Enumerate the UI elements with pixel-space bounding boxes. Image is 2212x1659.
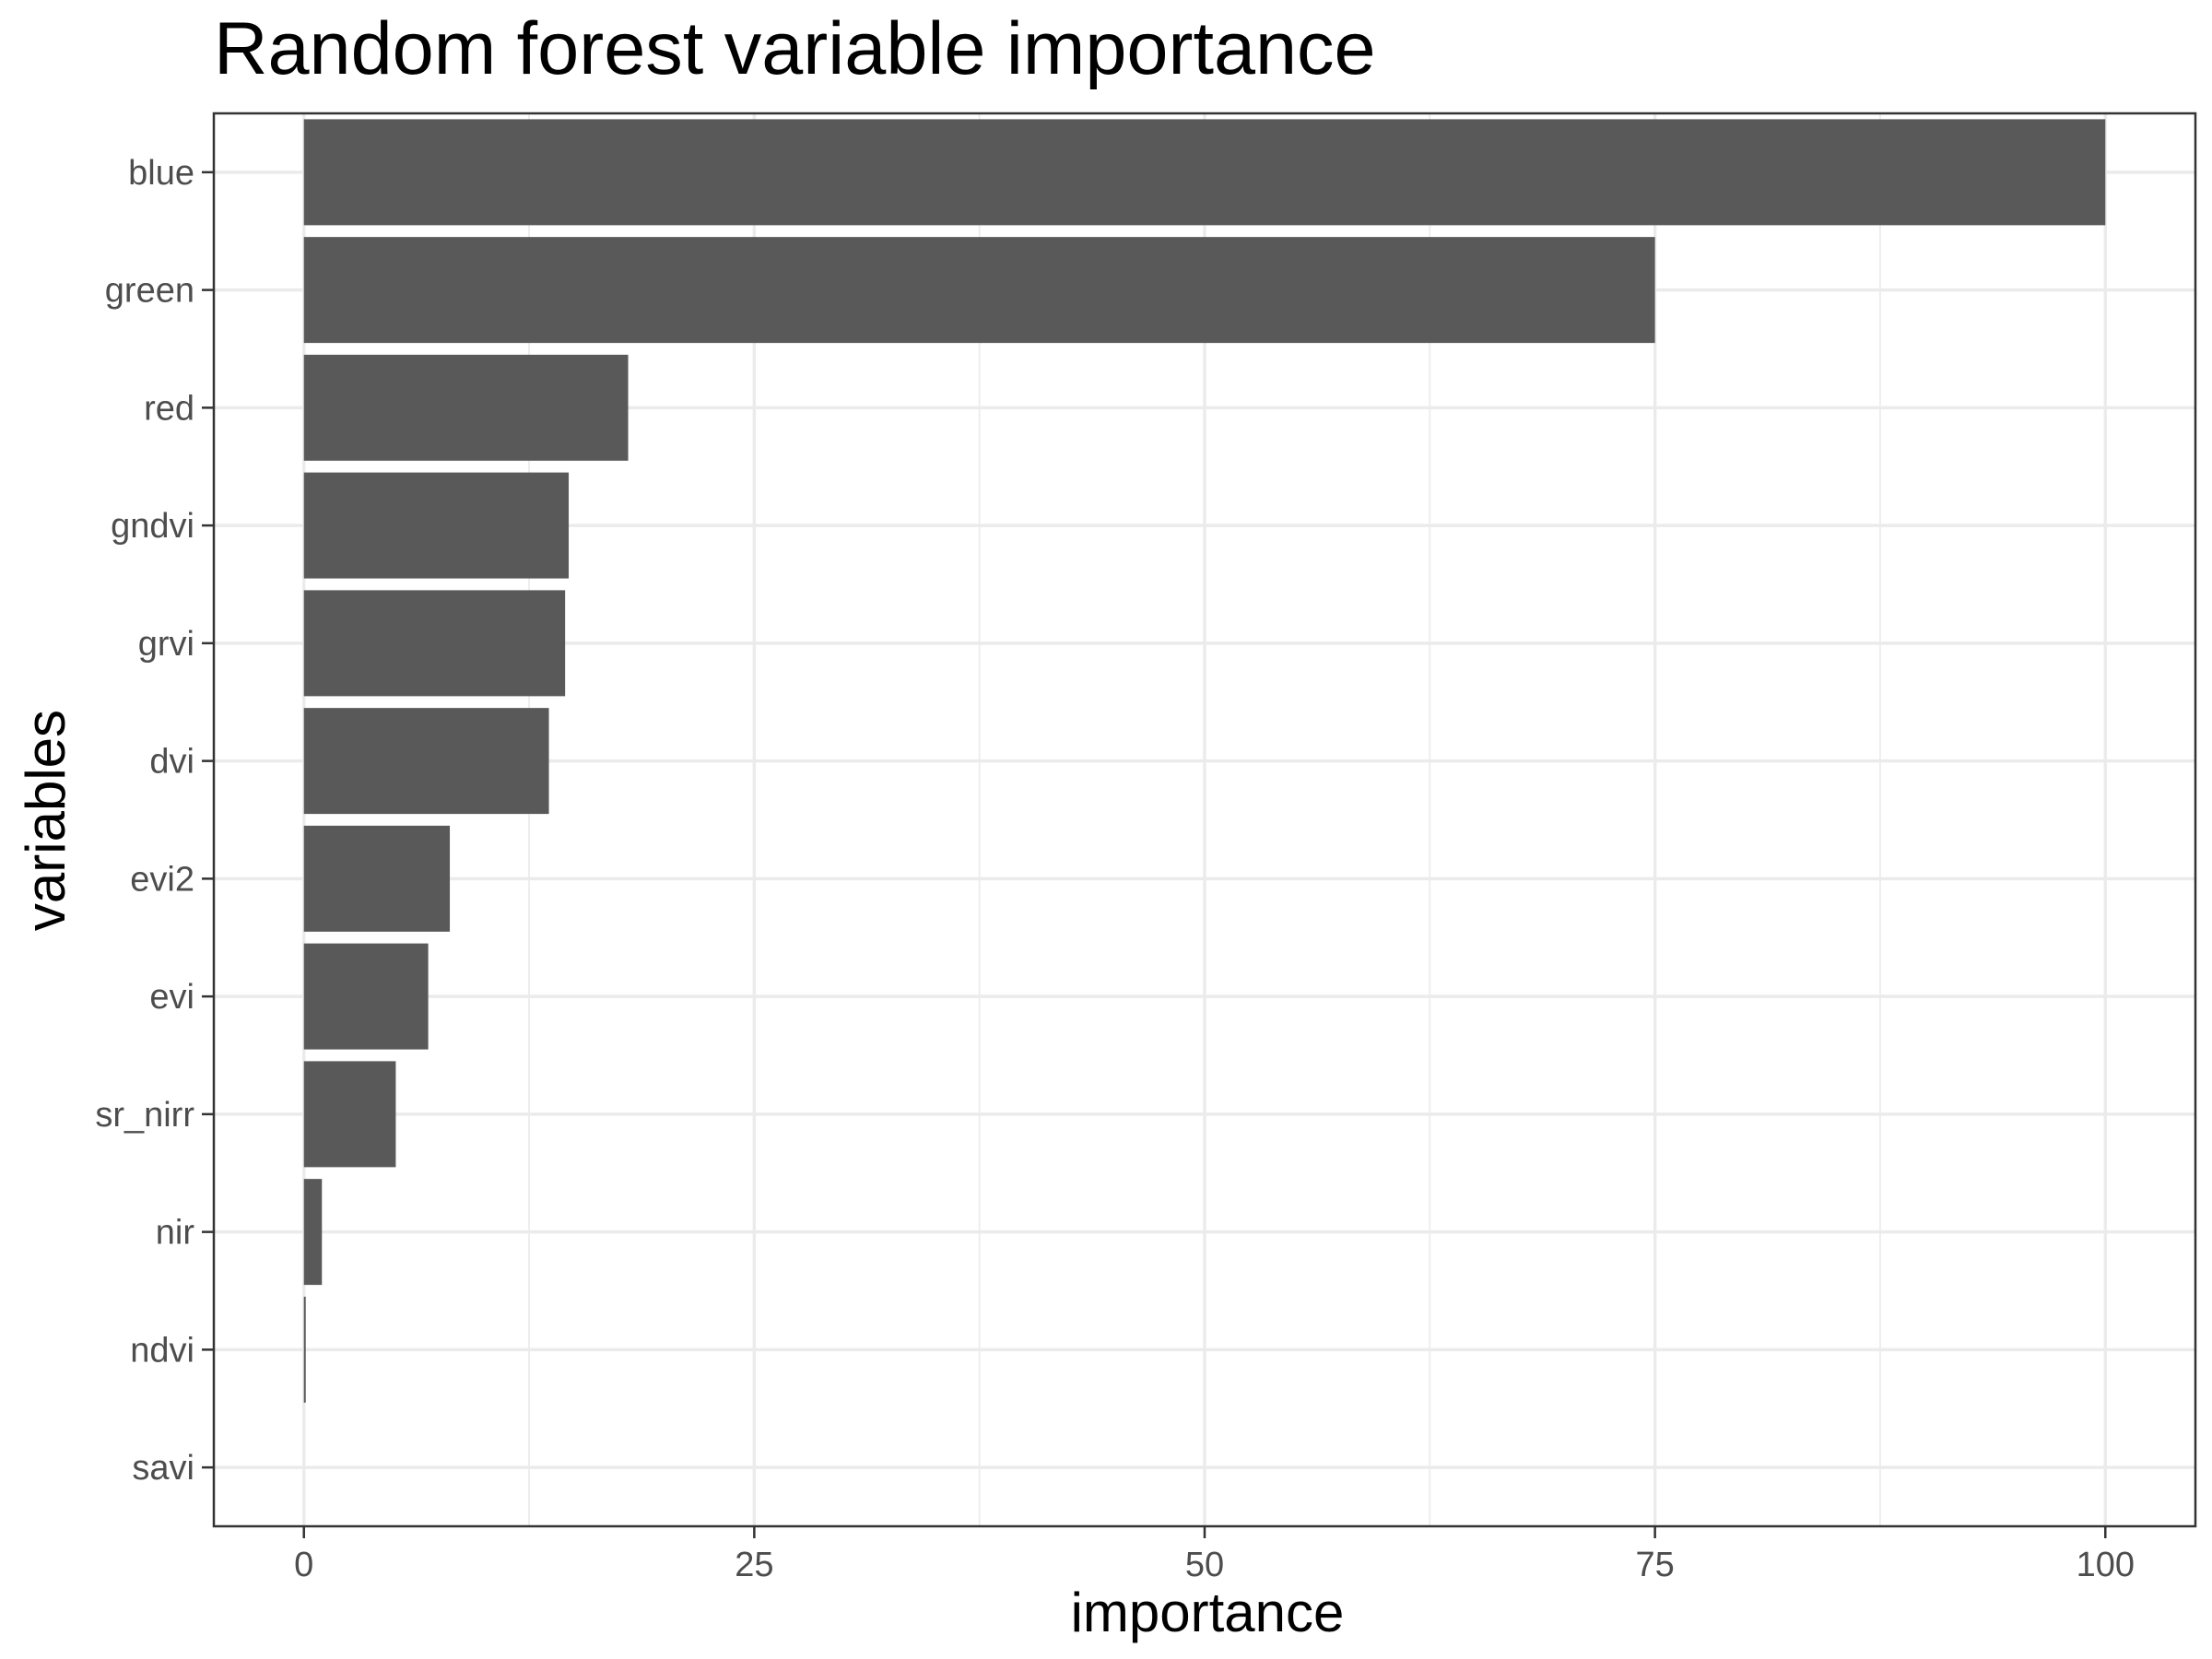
y-tick-label: green: [105, 272, 194, 311]
y-tick-label: evi2: [130, 860, 194, 899]
x-tick-label: 25: [735, 1546, 773, 1584]
bar-blue: [303, 119, 2106, 226]
bar-nir: [303, 1179, 323, 1286]
y-tick-label: dvi: [149, 743, 194, 782]
x-axis-title: importance: [1071, 1582, 1345, 1643]
y-tick-label: grvi: [138, 625, 194, 664]
y-tick-label: nir: [156, 1214, 195, 1253]
bar-red: [303, 354, 629, 461]
bar-gndvi: [303, 472, 570, 579]
y-tick-label: ndvi: [130, 1331, 194, 1370]
y-tick-label: red: [144, 389, 194, 428]
x-tick-label: 75: [1635, 1546, 1674, 1584]
y-tick-label: savi: [132, 1449, 194, 1488]
x-axis: 0 25 50 75 100: [294, 1526, 2135, 1584]
y-tick-label: sr_nirr: [95, 1096, 194, 1135]
y-tick-label: evi: [149, 978, 194, 1017]
bar-sr_nirr: [303, 1061, 396, 1168]
bar-ndvi: [303, 1296, 306, 1403]
bar-evi: [303, 943, 429, 1050]
bar-green: [303, 237, 1655, 344]
x-tick-label: 100: [2077, 1546, 2135, 1584]
bar-evi2: [303, 825, 451, 932]
bars: [303, 119, 2106, 1403]
y-axis: blue green red gndvi grvi dvi evi2 evi sr_nirrni…: [95, 154, 214, 1488]
bar-grvi: [303, 590, 566, 697]
y-tick-label: gndvi: [111, 507, 194, 546]
y-axis-title: variables: [15, 710, 76, 931]
chart-title: Random forest variable importance: [214, 7, 1376, 90]
x-tick-label: 50: [1185, 1546, 1224, 1584]
x-tick-label: 0: [294, 1546, 313, 1584]
y-tick-label: blue: [128, 154, 194, 193]
bar-dvi: [303, 708, 549, 815]
